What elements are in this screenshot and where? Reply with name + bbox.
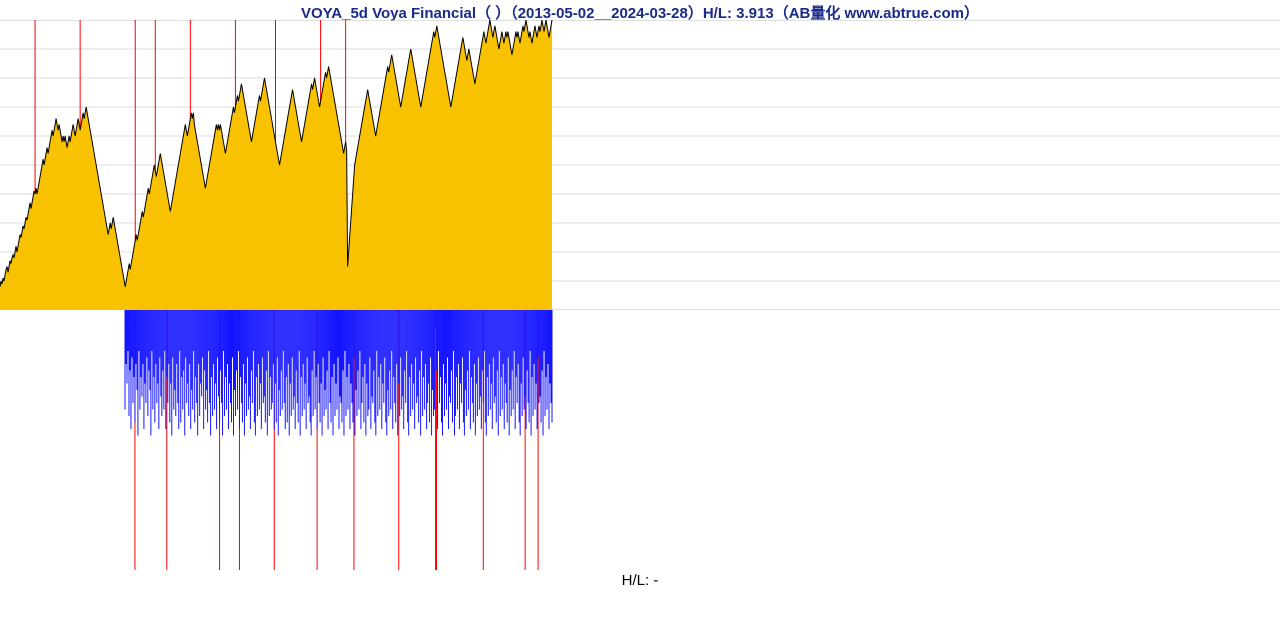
price-chart — [0, 20, 1280, 310]
footer-hl-label: H/L: - — [622, 572, 659, 589]
volume-chart — [0, 310, 1280, 570]
